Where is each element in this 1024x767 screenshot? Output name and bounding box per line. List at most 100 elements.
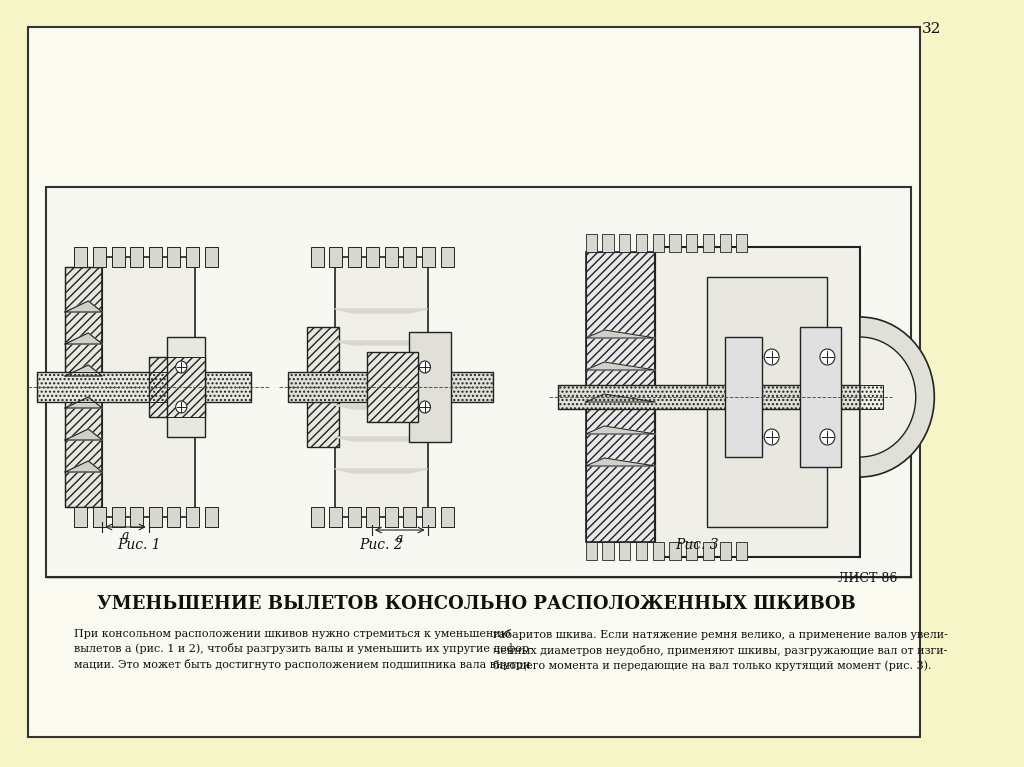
Bar — [112, 247, 125, 267]
Polygon shape — [586, 330, 655, 338]
Polygon shape — [66, 333, 102, 344]
Bar — [602, 234, 613, 252]
Bar — [422, 507, 435, 527]
Bar — [736, 542, 748, 560]
Circle shape — [176, 401, 186, 413]
Bar — [335, 257, 428, 517]
Bar — [112, 507, 125, 527]
Polygon shape — [586, 394, 655, 402]
Bar — [725, 337, 762, 457]
Bar — [186, 507, 199, 527]
Text: 32: 32 — [922, 22, 941, 36]
Polygon shape — [335, 469, 428, 473]
Bar — [367, 247, 379, 267]
Bar — [586, 234, 597, 252]
Bar — [670, 234, 681, 252]
Bar — [66, 267, 102, 507]
Bar — [167, 337, 205, 437]
Bar — [329, 507, 342, 527]
Bar — [205, 507, 217, 527]
Bar — [46, 187, 911, 577]
Bar — [440, 507, 454, 527]
Bar — [348, 507, 360, 527]
Bar — [148, 507, 162, 527]
Bar — [102, 257, 196, 517]
Bar — [385, 507, 398, 527]
Polygon shape — [586, 458, 655, 466]
Bar — [93, 507, 105, 527]
Polygon shape — [66, 301, 102, 312]
Bar — [440, 247, 454, 267]
Bar — [702, 234, 714, 252]
Text: a: a — [122, 529, 129, 542]
Polygon shape — [66, 429, 102, 440]
Bar — [186, 247, 199, 267]
Bar — [37, 372, 251, 402]
Text: При консольном расположении шкивов нужно стремиться к уменьшению
вылетов а (рис.: При консольном расположении шкивов нужно… — [75, 629, 534, 670]
Bar — [310, 507, 324, 527]
Bar — [720, 542, 731, 560]
Bar — [368, 352, 419, 422]
Bar — [385, 247, 398, 267]
Polygon shape — [66, 461, 102, 472]
Bar — [130, 247, 143, 267]
Bar — [636, 542, 647, 560]
Circle shape — [820, 429, 835, 445]
Polygon shape — [335, 341, 428, 345]
Bar — [409, 332, 451, 442]
Bar — [720, 234, 731, 252]
Bar — [288, 372, 493, 402]
Bar — [310, 247, 324, 267]
Bar — [558, 385, 883, 409]
Bar — [66, 267, 102, 507]
Bar — [167, 247, 180, 267]
Bar — [422, 247, 435, 267]
Circle shape — [764, 349, 779, 365]
Bar — [686, 542, 697, 560]
Circle shape — [764, 429, 779, 445]
Bar — [586, 252, 655, 542]
Bar — [307, 327, 339, 447]
Bar — [620, 234, 631, 252]
Text: Рис. 1: Рис. 1 — [118, 538, 161, 552]
Bar — [652, 234, 664, 252]
Bar — [148, 247, 162, 267]
Polygon shape — [66, 397, 102, 408]
Bar — [368, 352, 419, 422]
Bar — [655, 247, 860, 557]
Bar — [130, 507, 143, 527]
Bar — [620, 542, 631, 560]
Bar — [403, 507, 417, 527]
Bar — [403, 247, 417, 267]
Polygon shape — [586, 362, 655, 370]
Circle shape — [419, 401, 430, 413]
Bar — [167, 507, 180, 527]
Bar — [348, 247, 360, 267]
Bar — [367, 507, 379, 527]
Bar — [652, 542, 664, 560]
Bar — [736, 234, 748, 252]
Text: УМЕНЬШЕНИЕ ВЫЛЕТОВ КОНСОЛЬНО РАСПОЛОЖЕННЫХ ШКИВОВ: УМЕНЬШЕНИЕ ВЫЛЕТОВ КОНСОЛЬНО РАСПОЛОЖЕНН… — [96, 595, 855, 613]
Polygon shape — [586, 426, 655, 434]
Bar — [288, 372, 493, 402]
Bar — [148, 357, 205, 417]
Bar — [586, 252, 655, 542]
Bar — [148, 357, 205, 417]
Bar — [558, 385, 883, 409]
Bar — [205, 247, 217, 267]
Text: габаритов шкива. Если натяжение ремня велико, а применение валов увели-
ченных д: габаритов шкива. Если натяжение ремня ве… — [493, 629, 947, 671]
Bar — [702, 542, 714, 560]
Polygon shape — [335, 373, 428, 377]
Bar — [75, 247, 87, 267]
Text: a: a — [396, 532, 403, 545]
Text: Рис. 2: Рис. 2 — [359, 538, 403, 552]
Wedge shape — [860, 317, 934, 477]
Bar — [329, 247, 342, 267]
Bar — [37, 372, 251, 402]
Text: Рис. 3: Рис. 3 — [676, 538, 719, 552]
Bar — [586, 542, 597, 560]
Polygon shape — [335, 405, 428, 409]
Circle shape — [419, 361, 430, 373]
Bar — [75, 507, 87, 527]
Bar — [307, 327, 339, 447]
